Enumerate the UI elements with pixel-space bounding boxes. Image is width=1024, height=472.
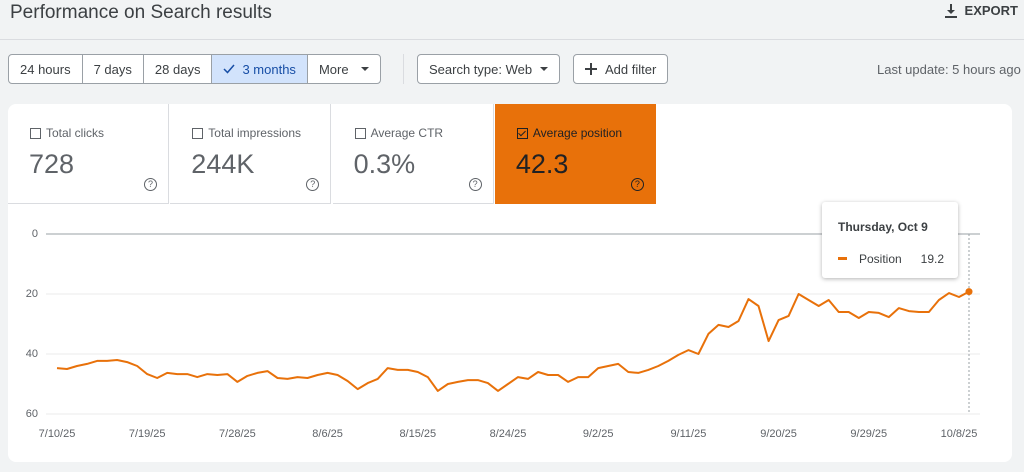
y-tick-label: 0 xyxy=(32,228,38,240)
checkbox xyxy=(354,127,366,139)
checkbox xyxy=(30,127,41,139)
performance-card: 0 20 40 60 7/10/25 7/19/25 7/28/25 8/6/25 8/15/2… xyxy=(8,104,1012,462)
metric-value: 0.3% xyxy=(353,149,416,179)
plus-icon xyxy=(585,63,597,75)
export-button[interactable]: EXPORT xyxy=(944,3,1018,18)
hover-point xyxy=(965,288,973,296)
checkbox xyxy=(516,127,528,139)
metric-label: Total impressions xyxy=(208,126,301,140)
export-label: EXPORT xyxy=(964,3,1018,18)
add-filter-label: Add filter xyxy=(605,61,657,77)
x-tick-label: 9/20/25 xyxy=(760,428,797,440)
metric-value: 244K xyxy=(191,149,255,179)
x-tick-label: 7/19/25 xyxy=(129,428,166,440)
line xyxy=(56,290,970,392)
metric-value: 42.3 xyxy=(515,149,569,179)
tooltip-series: Position xyxy=(859,252,902,266)
x-tick-label: 9/2/25 xyxy=(583,428,614,440)
x-tick-label: 7/10/25 xyxy=(39,428,76,440)
divider xyxy=(403,54,404,84)
date-range-label: 24 hours xyxy=(20,61,71,77)
metric-tile[interactable]: Average position 42.3? xyxy=(494,104,656,204)
metric-label: Total clicks xyxy=(46,126,105,140)
metric-label: Average CTR xyxy=(370,126,444,140)
help-icon: ? xyxy=(306,178,320,191)
date-range-option[interactable]: 24 hours xyxy=(9,55,83,83)
x-tick-label: 8/6/25 xyxy=(312,428,343,440)
date-range-label: More xyxy=(318,61,349,77)
page-title: Performance on Search results xyxy=(10,2,272,23)
divider xyxy=(0,39,1024,40)
date-range-label: 3 months xyxy=(242,61,296,77)
metric-value: 728 xyxy=(29,149,75,179)
tooltip-value: 19.2 xyxy=(920,252,944,266)
metric-label-row: Total clicks xyxy=(30,126,104,140)
x-tick-label: 7/28/25 xyxy=(219,428,256,440)
help-icon: ? xyxy=(468,178,482,191)
tooltip-swatch xyxy=(838,257,847,260)
x-tick-label: 8/15/25 xyxy=(399,428,436,440)
date-range-option[interactable]: 3 months xyxy=(212,55,308,83)
date-range-label: 28 days xyxy=(154,61,201,77)
x-tick-label: 9/29/25 xyxy=(850,428,887,440)
date-range-option[interactable]: 7 days xyxy=(83,55,144,83)
help-icon: ? xyxy=(144,178,157,191)
y-tick-label: 60 xyxy=(26,408,38,420)
last-update: Last update: 5 hours ago xyxy=(877,62,1021,77)
x-tick-label: 8/24/25 xyxy=(490,428,527,440)
chart: 0 20 40 607/10/25 7/19/25 7/28/25 8/6/25 8/15/2… xyxy=(26,228,980,440)
metric-tile[interactable]: Average CTR 0.3%? xyxy=(332,104,494,204)
metric-label-row: Average CTR xyxy=(354,126,444,140)
y-tick-label: 20 xyxy=(26,288,38,300)
dropdown-icon xyxy=(360,66,369,71)
date-range-option[interactable]: More xyxy=(308,55,380,83)
metric-label-row: Average position xyxy=(516,126,623,140)
metric-label: Average position xyxy=(532,126,623,140)
x-tick-label: 9/11/25 xyxy=(670,428,706,440)
metric-label-row: Total impressions xyxy=(192,126,301,140)
checkbox xyxy=(192,127,204,139)
date-range-group: 24 hours 7 days 28 days 3 months More xyxy=(8,54,381,84)
x-tick-label: 10/8/25 xyxy=(941,428,978,440)
metric-tile[interactable]: Total impressions 244K? xyxy=(170,104,332,204)
help-icon: ? xyxy=(630,178,644,191)
date-range-label: 7 days xyxy=(93,61,132,77)
tooltip: Thursday, Oct 9 Position 19.2 xyxy=(822,202,958,278)
search-type-button[interactable]: Search type: Web xyxy=(417,54,561,84)
dropdown-icon xyxy=(540,66,549,71)
search-type-label: Search type: Web xyxy=(429,61,533,77)
add-filter-button[interactable]: Add filter xyxy=(573,54,669,84)
y-tick-label: 40 xyxy=(26,348,38,360)
tooltip-date: Thursday, Oct 9 xyxy=(838,220,928,234)
download-icon xyxy=(944,3,957,18)
date-range-option[interactable]: 28 days xyxy=(144,55,213,83)
metric-tile[interactable]: Total clicks 728? xyxy=(8,104,169,204)
check-icon xyxy=(223,64,236,74)
